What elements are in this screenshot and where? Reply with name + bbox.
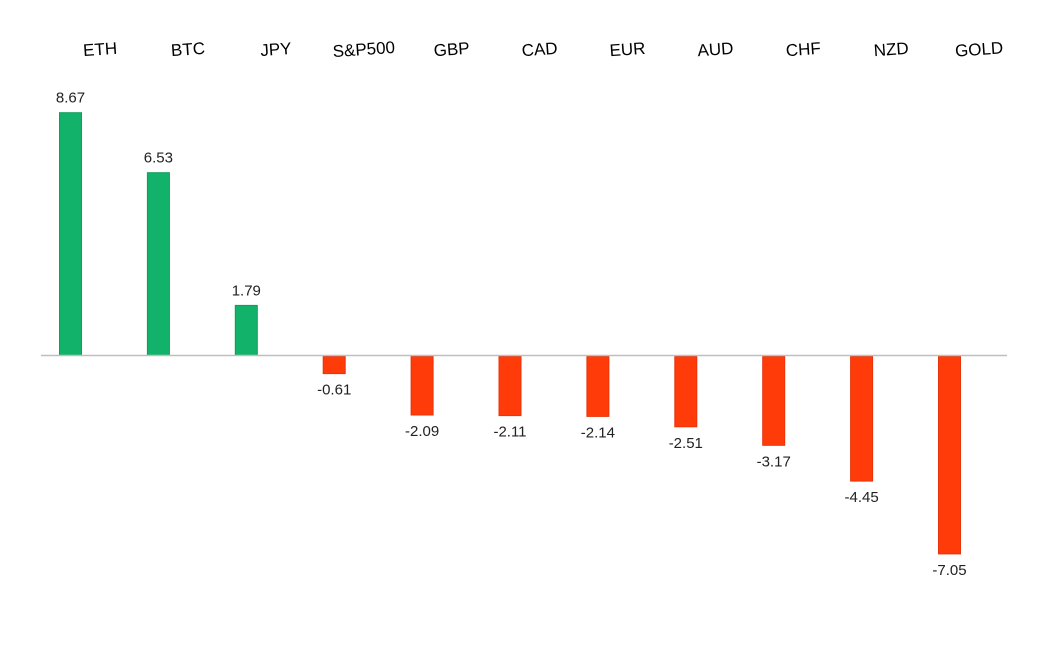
value-label-gbp: -2.09 — [405, 423, 439, 440]
category-label-btc: BTC — [170, 39, 205, 60]
bar-cad — [498, 356, 522, 417]
category-label-aud: AUD — [697, 39, 734, 60]
value-label-eth: 8.67 — [56, 90, 85, 107]
category-label-nzd: NZD — [873, 39, 909, 60]
category-label-eur: EUR — [609, 39, 646, 60]
value-label-eur: -2.14 — [581, 424, 615, 441]
value-label-btc: 6.53 — [144, 150, 173, 167]
value-label-aud: -2.51 — [669, 435, 703, 452]
bars — [59, 112, 961, 555]
category-label-gold: GOLD — [954, 38, 1003, 60]
bar-jpy — [234, 304, 258, 356]
category-labels: ETH BTC JPY S&P500 GBP CAD EUR AUD CHF NZD GOLD — [82, 38, 1003, 61]
category-label-jpy: JPY — [260, 39, 292, 60]
bar-eth — [59, 112, 82, 356]
value-label-cad: -2.11 — [493, 424, 526, 441]
value-label-sandp500: -0.61 — [317, 382, 351, 399]
value-label-chf: -3.17 — [757, 453, 791, 470]
category-label-chf: CHF — [785, 39, 821, 60]
value-label-jpy: 1.79 — [232, 282, 261, 299]
category-label-eth: ETH — [82, 39, 117, 60]
category-label-gbp: GBP — [433, 39, 470, 60]
category-label-cad: CAD — [521, 39, 558, 60]
value-labels: 8.67 6.53 1.79 -0.61 -2.09 -2.11 -2.14 -2.51 -3.… — [56, 90, 967, 579]
bar-nzd — [850, 356, 874, 482]
value-label-nzd: -4.45 — [844, 489, 878, 506]
bar-chf — [762, 356, 786, 446]
bar-aud — [674, 356, 698, 428]
bar-btc — [146, 172, 170, 356]
bar-sandp500 — [322, 356, 346, 375]
category-label-sandp500: S&P500 — [332, 38, 396, 61]
bar-eur — [586, 356, 610, 417]
bar-gold — [938, 356, 961, 555]
value-label-gold: -7.05 — [932, 562, 966, 579]
bar-gbp — [410, 356, 434, 416]
